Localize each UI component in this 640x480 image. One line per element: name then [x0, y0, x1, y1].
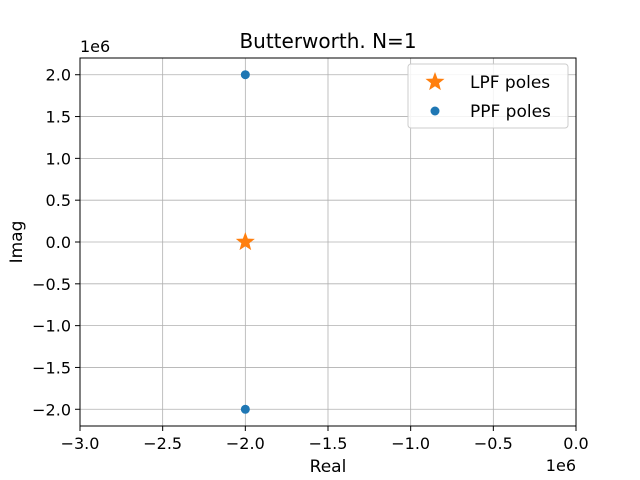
ppf-pole-point [240, 404, 250, 414]
x-tick-label: −0.5 [474, 434, 513, 453]
y-tick-label: −1.5 [32, 358, 71, 377]
x-tick-label: −1.0 [391, 434, 430, 453]
ppf-pole-point [240, 70, 250, 80]
y-axis: −2.0 −1.5 −1.0 −0.5 0.0 0.5 1.0 1.5 2.0 [32, 66, 80, 419]
x-tick-label: 0.0 [563, 434, 588, 453]
y-tick-label: −0.5 [32, 275, 71, 294]
y-tick-label: −1.0 [32, 317, 71, 336]
legend-marker-ppf-poles [430, 106, 440, 116]
x-axis-label: Real [310, 457, 347, 477]
legend-box [407, 63, 569, 129]
legend-marker-lpf-poles [425, 72, 445, 91]
x-tick-label: −2.0 [226, 434, 265, 453]
x-tick-label: −2.5 [143, 434, 182, 453]
y-offset-label: 1e6 [80, 37, 110, 56]
y-tick-label: 1.0 [46, 149, 71, 168]
ppf-poles-legend-dot [430, 106, 440, 116]
y-tick-label: −2.0 [32, 400, 71, 419]
y-tick-label: 0.5 [46, 191, 71, 210]
chart-title: Butterworth. N=1 [239, 29, 416, 53]
lpf-poles-legend-star [425, 72, 445, 91]
y-axis-label: Imag [7, 221, 27, 264]
legend-label-lpf-poles: LPF poles [470, 73, 550, 93]
lpf-pole-point [235, 232, 255, 251]
data-points [235, 70, 255, 414]
y-tick-label: 1.5 [46, 108, 71, 127]
legend: LPF poles PPF poles [407, 63, 569, 129]
x-axis: −3.0 −2.5 −2.0 −1.5 −1.0 −0.5 0.0 [61, 426, 589, 453]
y-tick-label: 2.0 [46, 66, 71, 85]
legend-label-ppf-poles: PPF poles [470, 102, 551, 122]
y-tick-label: 0.0 [46, 233, 71, 252]
x-offset-label: 1e6 [546, 456, 576, 475]
x-tick-label: −1.5 [309, 434, 348, 453]
x-tick-label: −3.0 [61, 434, 100, 453]
